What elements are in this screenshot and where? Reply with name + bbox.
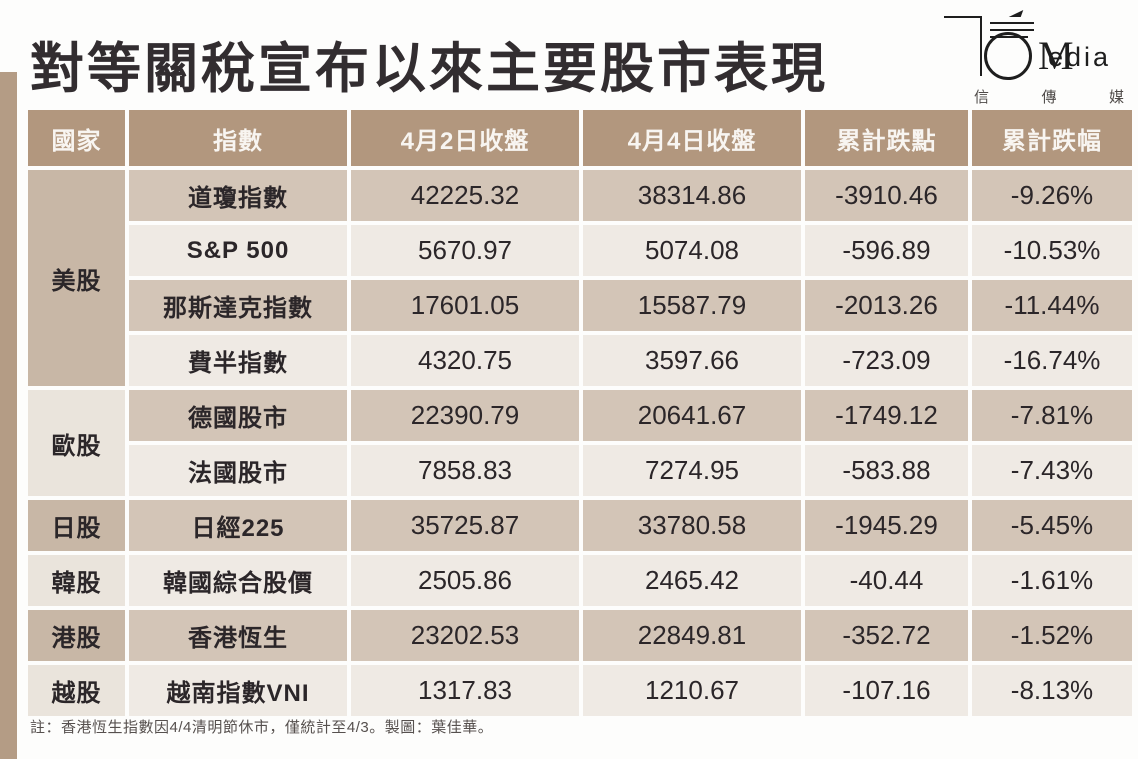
column-header: 累計跌幅 <box>972 110 1132 166</box>
value-cell: 15587.79 <box>583 280 801 331</box>
logo-circle-icon <box>984 32 1032 80</box>
table-row: S&P 500 5670.97 5074.08 -596.89 -10.53% <box>28 225 1132 276</box>
table-row: 港股 香港恆生 23202.53 22849.81 -352.72 -1.52% <box>28 610 1132 661</box>
value-cell: 23202.53 <box>351 610 579 661</box>
value-cell: 3597.66 <box>583 335 801 386</box>
table-row: 那斯達克指數 17601.05 15587.79 -2013.26 -11.44% <box>28 280 1132 331</box>
index-name-cell: 日經225 <box>129 500 347 551</box>
value-cell: 42225.32 <box>351 170 579 221</box>
value-cell: -7.43% <box>972 445 1132 496</box>
table-row: 法國股市 7858.83 7274.95 -583.88 -7.43% <box>28 445 1132 496</box>
value-cell: -10.53% <box>972 225 1132 276</box>
index-name-cell: 越南指數VNI <box>129 665 347 716</box>
value-cell: -9.26% <box>972 170 1132 221</box>
table-row: 日股 日經225 35725.87 33780.58 -1945.29 -5.45% <box>28 500 1132 551</box>
table-row: 韓股 韓國綜合股價 2505.86 2465.42 -40.44 -1.61% <box>28 555 1132 606</box>
logo-mark: M edia <box>944 10 1126 80</box>
logo-subtitle-char: 信 <box>974 90 990 106</box>
value-cell: -40.44 <box>805 555 968 606</box>
column-header: 累計跌點 <box>805 110 968 166</box>
footnote: 註：香港恆生指數因4/4清明節休市，僅統計至4/3。製圖：葉佳華。 <box>30 719 494 736</box>
value-cell: 22849.81 <box>583 610 801 661</box>
value-cell: 2505.86 <box>351 555 579 606</box>
table-row: 歐股 德國股市 22390.79 20641.67 -1749.12 -7.81% <box>28 390 1132 496</box>
logo-subtitle-char: 媒 <box>1108 90 1124 106</box>
logo-subtitle-char: 傳 <box>1041 90 1057 106</box>
value-cell: 22390.79 <box>351 390 579 441</box>
value-cell: -5.45% <box>972 500 1132 551</box>
index-name-cell: 道瓊指數 <box>129 170 347 221</box>
market-table: 國家 指數 4月2日收盤 4月4日收盤 累計跌點 累計跌幅 美股 道瓊指數 42225.32 3… <box>24 106 1136 720</box>
index-name-cell: 費半指數 <box>129 335 347 386</box>
value-cell: 17601.05 <box>351 280 579 331</box>
value-cell: 2465.42 <box>583 555 801 606</box>
value-cell: 4320.75 <box>351 335 579 386</box>
country-cell: 歐股 <box>28 390 125 496</box>
logo: M edia 信 傳 媒 <box>944 10 1126 107</box>
column-header: 國家 <box>28 110 125 166</box>
value-cell: 1210.67 <box>583 665 801 716</box>
left-accent-bar <box>0 72 17 759</box>
value-cell: -2013.26 <box>805 280 968 331</box>
table-row: 費半指數 4320.75 3597.66 -723.09 -16.74% <box>28 335 1132 386</box>
index-name-cell: 韓國綜合股價 <box>129 555 347 606</box>
value-cell: -7.81% <box>972 390 1132 441</box>
value-cell: -583.88 <box>805 445 968 496</box>
value-cell: 38314.86 <box>583 170 801 221</box>
value-cell: -723.09 <box>805 335 968 386</box>
index-name-cell: 法國股市 <box>129 445 347 496</box>
logo-brand-text: edia <box>1048 42 1112 72</box>
table-row: 美股 道瓊指數 42225.32 38314.86 -3910.46 -9.26% <box>28 170 1132 386</box>
table-row: 越股 越南指數VNI 1317.83 1210.67 -107.16 -8.13% <box>28 665 1132 716</box>
country-cell: 港股 <box>28 610 125 661</box>
country-cell: 日股 <box>28 500 125 551</box>
country-cell: 美股 <box>28 170 125 386</box>
value-cell: 7274.95 <box>583 445 801 496</box>
value-cell: 5670.97 <box>351 225 579 276</box>
value-cell: -8.13% <box>972 665 1132 716</box>
value-cell: 35725.87 <box>351 500 579 551</box>
value-cell: 7858.83 <box>351 445 579 496</box>
value-cell: 1317.83 <box>351 665 579 716</box>
column-header: 4月4日收盤 <box>583 110 801 166</box>
page-title: 對等關稅宣布以來主要股市表現 <box>30 39 828 99</box>
country-cell: 越股 <box>28 665 125 716</box>
country-cell: 韓股 <box>28 555 125 606</box>
value-cell: -1749.12 <box>805 390 968 441</box>
value-cell: -1.52% <box>972 610 1132 661</box>
value-cell: -352.72 <box>805 610 968 661</box>
value-cell: -3910.46 <box>805 170 968 221</box>
value-cell: 5074.08 <box>583 225 801 276</box>
index-name-cell: 香港恆生 <box>129 610 347 661</box>
value-cell: 33780.58 <box>583 500 801 551</box>
value-cell: 20641.67 <box>583 390 801 441</box>
logo-subtitle: 信傳媒 <box>974 86 1124 107</box>
logo-monogram: M <box>1038 33 1074 78</box>
value-cell: -1.61% <box>972 555 1132 606</box>
value-cell: -107.16 <box>805 665 968 716</box>
logo-bracket-icon <box>944 16 982 76</box>
value-cell: -11.44% <box>972 280 1132 331</box>
table-header-row: 國家 指數 4月2日收盤 4月4日收盤 累計跌點 累計跌幅 <box>28 110 1132 166</box>
value-cell: -1945.29 <box>805 500 968 551</box>
index-name-cell: 德國股市 <box>129 390 347 441</box>
index-name-cell: 那斯達克指數 <box>129 280 347 331</box>
value-cell: -596.89 <box>805 225 968 276</box>
column-header: 4月2日收盤 <box>351 110 579 166</box>
column-header: 指數 <box>129 110 347 166</box>
index-name-cell: S&P 500 <box>129 225 347 276</box>
value-cell: -16.74% <box>972 335 1132 386</box>
